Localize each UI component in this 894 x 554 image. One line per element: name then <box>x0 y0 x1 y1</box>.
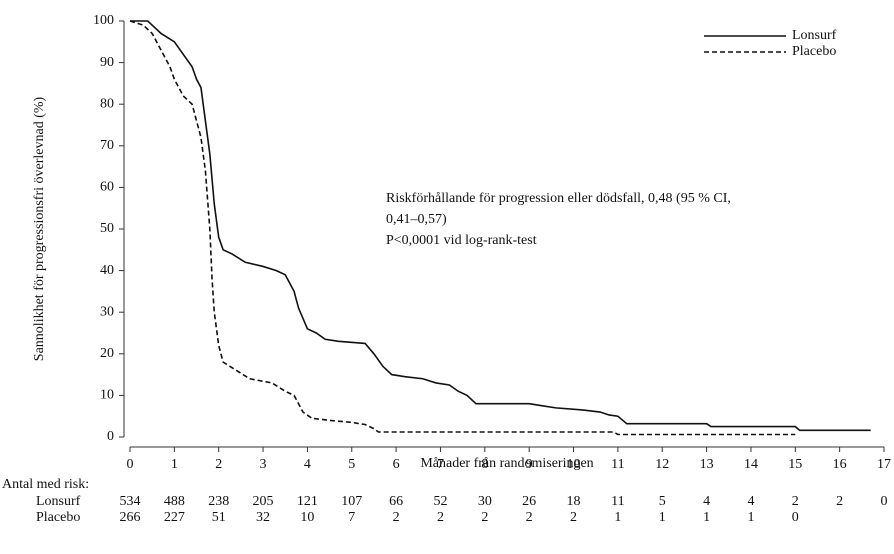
at-risk-value: 4 <box>703 494 710 509</box>
x-tick-label: 3 <box>260 457 267 472</box>
legend-label: Placebo <box>792 44 836 59</box>
x-tick-label: 8 <box>481 457 488 472</box>
annotation: 0,41–0,57) <box>386 212 447 227</box>
y-tick-label: 40 <box>100 263 114 278</box>
y-axis-label: Sannolikhet för progressionsfri överlevn… <box>32 96 47 361</box>
at-risk-name: Lonsurf <box>36 494 81 509</box>
x-tick-label: 13 <box>700 457 714 472</box>
y-tick-label: 10 <box>100 388 114 403</box>
x-tick-label: 6 <box>393 457 400 472</box>
x-tick-label: 9 <box>526 457 533 472</box>
x-tick-label: 17 <box>877 457 891 472</box>
at-risk-value: 0 <box>881 494 888 509</box>
x-tick-label: 5 <box>348 457 355 472</box>
at-risk-value: 18 <box>567 494 581 509</box>
at-risk-value: 51 <box>212 510 226 525</box>
at-risk-value: 10 <box>300 510 314 525</box>
at-risk-value: 227 <box>164 510 185 525</box>
at-risk-value: 2 <box>570 510 577 525</box>
at-risk-value: 266 <box>120 510 141 525</box>
x-tick-label: 10 <box>567 457 581 472</box>
y-tick-label: 90 <box>100 55 114 70</box>
at-risk-value: 11 <box>611 494 624 509</box>
at-risk-value: 2 <box>393 510 400 525</box>
x-tick-label: 0 <box>127 457 134 472</box>
y-tick-label: 50 <box>100 221 114 236</box>
series-line <box>130 20 871 432</box>
at-risk-value: 534 <box>120 494 141 509</box>
x-tick-label: 11 <box>611 457 624 472</box>
y-tick-label: 80 <box>100 96 114 111</box>
annotation: P<0,0001 vid log-rank-test <box>386 233 537 248</box>
at-risk-value: 5 <box>659 494 666 509</box>
at-risk-value: 2 <box>792 494 799 509</box>
x-tick-label: 1 <box>171 457 178 472</box>
at-risk-value: 1 <box>614 510 621 525</box>
annotation: Riskförhållande för progression eller dö… <box>386 191 731 206</box>
at-risk-value: 205 <box>253 494 274 509</box>
y-tick-label: 70 <box>100 138 114 153</box>
at-risk-value: 30 <box>478 494 492 509</box>
at-risk-value: 1 <box>747 510 754 525</box>
x-tick-label: 15 <box>788 457 802 472</box>
at-risk-value: 488 <box>164 494 185 509</box>
y-tick-label: 60 <box>100 180 114 195</box>
at-risk-label: Antal med risk: <box>2 477 89 492</box>
x-tick-label: 4 <box>304 457 311 472</box>
at-risk-value: 4 <box>747 494 754 509</box>
at-risk-value: 66 <box>389 494 403 509</box>
at-risk-value: 1 <box>703 510 710 525</box>
y-tick-label: 100 <box>93 13 114 28</box>
at-risk-value: 107 <box>341 494 362 509</box>
at-risk-value: 52 <box>433 494 447 509</box>
at-risk-value: 32 <box>256 510 270 525</box>
at-risk-value: 2 <box>526 510 533 525</box>
at-risk-name: Placebo <box>36 510 80 525</box>
x-tick-label: 14 <box>744 457 758 472</box>
at-risk-value: 2 <box>481 510 488 525</box>
x-axis-label: Månader från randomiseringen <box>420 456 593 471</box>
legend-label: Lonsurf <box>792 28 837 43</box>
x-tick-label: 16 <box>833 457 847 472</box>
x-tick-label: 2 <box>215 457 222 472</box>
at-risk-value: 2 <box>836 494 843 509</box>
series-line <box>129 20 796 436</box>
y-tick-label: 20 <box>100 346 114 361</box>
at-risk-value: 238 <box>208 494 229 509</box>
y-tick-label: 0 <box>107 429 114 444</box>
at-risk-value: 1 <box>659 510 666 525</box>
x-tick-label: 7 <box>437 457 444 472</box>
x-tick-label: 12 <box>655 457 669 472</box>
at-risk-value: 26 <box>522 494 536 509</box>
at-risk-value: 7 <box>348 510 355 525</box>
y-tick-label: 30 <box>100 304 114 319</box>
at-risk-value: 0 <box>792 510 799 525</box>
at-risk-value: 121 <box>297 494 318 509</box>
at-risk-value: 2 <box>437 510 444 525</box>
